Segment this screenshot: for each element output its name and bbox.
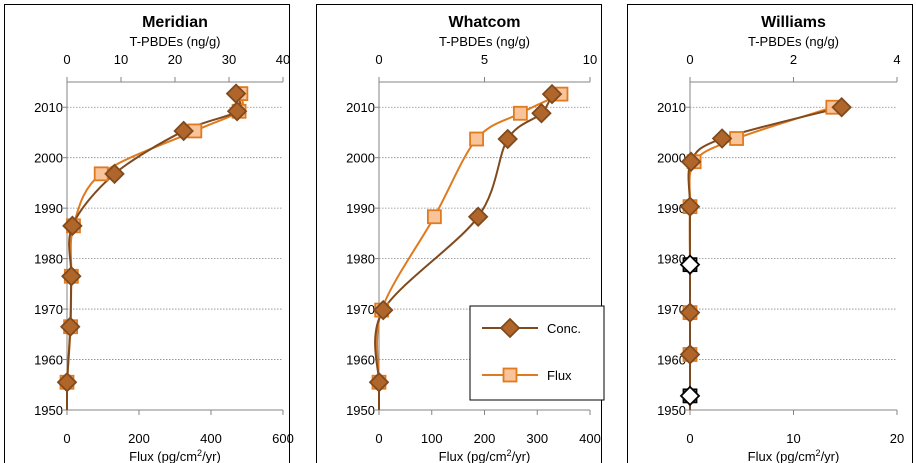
- bottom-tick-label: 400: [579, 431, 601, 446]
- y-tick-label: 2000: [346, 151, 375, 166]
- y-tick-label: 2010: [346, 100, 375, 115]
- point-conc: [173, 120, 194, 142]
- point-conc: [679, 385, 701, 407]
- y-tick-label: 1960: [34, 353, 63, 368]
- y-tick-label: 2010: [34, 100, 63, 115]
- panel-whatcom: Whatcom T-PBDEs (ng/g) 0 5 10 1950 1960 1970 198…: [316, 4, 605, 463]
- top-axis-label: T-PBDEs (ng/g): [748, 34, 839, 49]
- point-conc: [61, 266, 82, 287]
- point-conc: [679, 254, 701, 275]
- bottom-tick-label: 0: [63, 431, 70, 446]
- bottom-axis-label-suffix: /yr): [202, 449, 221, 463]
- point-conc: [467, 206, 489, 228]
- bottom-tick-label: 20: [890, 431, 904, 446]
- top-tick-label: 0: [63, 52, 70, 67]
- bottom-tick-label: 10: [786, 431, 800, 446]
- bottom-axis-label-suffix: /yr): [821, 449, 840, 463]
- y-tick-label: 1980: [657, 252, 686, 267]
- top-tick-label: 30: [222, 52, 236, 67]
- bottom-tick-label: 400: [200, 431, 222, 446]
- point-conc: [62, 215, 83, 237]
- y-tick-label: 1970: [657, 302, 686, 317]
- top-axis-label: T-PBDEs (ng/g): [129, 34, 220, 49]
- y-tick-label: 2010: [657, 100, 686, 115]
- point-flux: [469, 131, 484, 147]
- y-tick-label: 1990: [34, 201, 63, 216]
- legend-label: Flux: [547, 368, 572, 383]
- point-conc: [368, 371, 390, 393]
- legend-box: [469, 305, 605, 401]
- panel-border: [627, 4, 913, 463]
- panel-title: Williams: [761, 14, 826, 31]
- point-conc: [226, 100, 248, 122]
- top-tick-label: 0: [375, 52, 382, 67]
- y-tick-label: 1990: [346, 201, 375, 216]
- bottom-axis-label-sup: 2: [507, 448, 512, 458]
- y-tick-label: 1970: [346, 302, 375, 317]
- y-tick-label: 1960: [657, 353, 686, 368]
- y-tick-label: 1980: [346, 252, 375, 267]
- bottom-tick-label: 0: [686, 431, 693, 446]
- y-tick-label: 1970: [34, 302, 63, 317]
- top-tick-label: 0: [686, 52, 693, 67]
- bottom-tick-label: 600: [272, 431, 294, 446]
- point-conc: [531, 103, 552, 124]
- point-conc: [104, 163, 125, 185]
- top-tick-label: 20: [168, 52, 182, 67]
- bottom-tick-label: 200: [474, 431, 496, 446]
- point-flux: [512, 105, 528, 121]
- top-tick-label: 5: [481, 52, 488, 67]
- point-conc: [711, 128, 733, 149]
- point-conc: [679, 196, 701, 217]
- bottom-tick-label: 0: [375, 431, 382, 446]
- point-conc: [372, 299, 394, 321]
- bottom-tick-label: 200: [128, 431, 150, 446]
- bottom-tick-label: 100: [421, 431, 443, 446]
- legend-label: Conc.: [547, 321, 581, 336]
- legend-marker: [502, 367, 518, 383]
- y-tick-label: 1950: [34, 403, 63, 418]
- top-tick-label: 4: [893, 52, 900, 67]
- y-tick-label: 1950: [657, 403, 686, 418]
- y-tick-label: 1950: [346, 403, 375, 418]
- panel-title: Meridian: [142, 14, 208, 31]
- point-conc: [225, 83, 247, 104]
- bottom-axis-label-prefix: Flux (pg/cm: [129, 449, 197, 463]
- point-conc: [679, 344, 701, 365]
- point-conc: [541, 83, 563, 105]
- bottom-axis-label-prefix: Flux (pg/cm: [439, 449, 507, 463]
- bottom-tick-label: 300: [526, 431, 548, 446]
- panel-williams: Williams T-PBDEs (ng/g) 0 2 4 1950 1960 1970 198…: [627, 4, 913, 463]
- bottom-axis-label-sup: 2: [816, 448, 821, 458]
- top-axis-label: T-PBDEs (ng/g): [439, 34, 530, 49]
- bottom-axis-label-sup: 2: [197, 448, 202, 458]
- bottom-axis-label-suffix: /yr): [512, 449, 531, 463]
- point-flux: [426, 209, 442, 225]
- legend-marker: [499, 317, 521, 339]
- point-conc: [497, 128, 518, 150]
- point-conc: [679, 302, 701, 323]
- y-tick-label: 2000: [34, 151, 63, 166]
- bottom-axis-label: Flux (pg/cm2/yr): [748, 448, 840, 463]
- panel-border: [4, 4, 290, 463]
- y-tick-label: 1960: [346, 353, 375, 368]
- bottom-axis-label: Flux (pg/cm2/yr): [439, 448, 531, 463]
- panel-title: Whatcom: [449, 14, 521, 31]
- y-tick-label: 1980: [34, 252, 63, 267]
- bottom-axis-label: Flux (pg/cm2/yr): [129, 448, 221, 463]
- top-tick-label: 40: [276, 52, 290, 67]
- point-conc: [831, 96, 852, 118]
- point-conc: [680, 151, 702, 173]
- y-tick-label: 1990: [657, 201, 686, 216]
- bottom-axis-label-prefix: Flux (pg/cm: [748, 449, 816, 463]
- point-conc: [59, 316, 81, 338]
- top-tick-label: 2: [790, 52, 797, 67]
- y-tick-label: 2000: [657, 151, 686, 166]
- top-tick-label: 10: [583, 52, 597, 67]
- top-tick-label: 10: [114, 52, 128, 67]
- point-conc: [56, 371, 78, 393]
